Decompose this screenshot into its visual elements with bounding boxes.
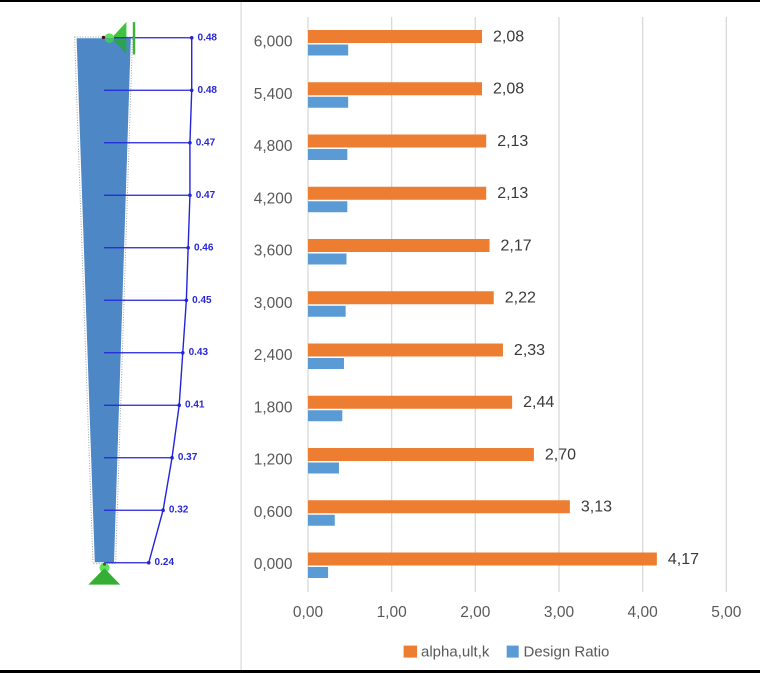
svg-text:0.45: 0.45 — [192, 295, 212, 306]
svg-text:4,17: 4,17 — [668, 551, 699, 568]
svg-text:4,200: 4,200 — [254, 190, 293, 207]
svg-text:2,08: 2,08 — [493, 28, 524, 45]
svg-text:6,000: 6,000 — [254, 34, 293, 51]
svg-text:5,400: 5,400 — [254, 86, 293, 103]
svg-text:0.24: 0.24 — [155, 557, 175, 568]
svg-text:2,33: 2,33 — [514, 342, 545, 359]
svg-text:0,600: 0,600 — [254, 504, 293, 521]
svg-text:4,00: 4,00 — [628, 604, 659, 621]
svg-text:alpha,ult,k: alpha,ult,k — [421, 643, 490, 660]
svg-text:0.48: 0.48 — [198, 32, 218, 43]
svg-text:3,000: 3,000 — [254, 295, 293, 312]
svg-text:0.46: 0.46 — [194, 242, 214, 253]
svg-text:2,44: 2,44 — [523, 394, 554, 411]
svg-text:0.43: 0.43 — [189, 347, 209, 358]
svg-text:4,800: 4,800 — [254, 138, 293, 155]
svg-text:0.47: 0.47 — [196, 137, 216, 148]
svg-text:2,13: 2,13 — [497, 185, 528, 202]
svg-text:0.48: 0.48 — [198, 85, 218, 96]
svg-text:1,200: 1,200 — [254, 452, 293, 469]
svg-text:1,00: 1,00 — [377, 604, 408, 621]
svg-text:3,00: 3,00 — [544, 604, 575, 621]
svg-text:2,400: 2,400 — [254, 347, 293, 364]
svg-text:Design Ratio: Design Ratio — [524, 643, 610, 660]
svg-text:2,08: 2,08 — [493, 81, 524, 98]
svg-text:2,13: 2,13 — [497, 133, 528, 150]
svg-text:2,70: 2,70 — [545, 446, 576, 463]
svg-text:0.32: 0.32 — [169, 505, 189, 516]
svg-text:0.47: 0.47 — [196, 190, 216, 201]
svg-text:5,00: 5,00 — [711, 604, 742, 621]
svg-text:0.41: 0.41 — [185, 400, 205, 411]
svg-text:0.37: 0.37 — [178, 452, 198, 463]
svg-text:2,17: 2,17 — [501, 237, 532, 254]
svg-text:2,00: 2,00 — [460, 604, 491, 621]
svg-text:3,13: 3,13 — [581, 499, 612, 516]
svg-text:3,600: 3,600 — [254, 243, 293, 260]
svg-text:2,22: 2,22 — [505, 290, 536, 307]
svg-text:1,800: 1,800 — [254, 399, 293, 416]
svg-text:0,00: 0,00 — [293, 604, 324, 621]
svg-text:0,000: 0,000 — [254, 556, 293, 573]
